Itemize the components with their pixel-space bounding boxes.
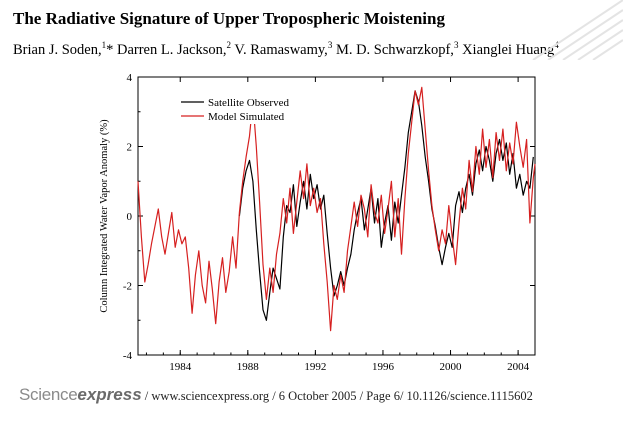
paper-title: The Radiative Signature of Upper Troposp…	[13, 9, 445, 28]
author-list: Brian J. Soden,1* Darren L. Jackson,2 V.…	[13, 40, 559, 59]
y-tick-label: 0	[127, 211, 133, 223]
legend-label-model: Model Simulated	[208, 111, 285, 123]
author-corresponding-mark: *	[106, 41, 114, 58]
science-logo-part1: Science	[19, 385, 78, 404]
x-tick-label: 2000	[440, 361, 463, 373]
legend-label-observed: Satellite Observed	[208, 97, 289, 109]
author-affiliation: 3	[453, 40, 459, 50]
y-tick-label: 4	[127, 72, 133, 84]
footer-citation: / www.sciencexpress.org / 6 October 2005…	[144, 389, 533, 403]
legend-box	[176, 94, 300, 124]
author-name: V. Ramaswamy,	[234, 41, 328, 58]
author-affiliation: 3	[327, 40, 333, 50]
x-tick-label: 1988	[237, 361, 260, 373]
author-name: Darren L. Jackson,	[116, 41, 227, 58]
y-tick-label: -2	[123, 281, 132, 293]
author-affiliation: 1	[101, 40, 107, 50]
author-affiliation: 2	[226, 40, 232, 50]
author-name: Brian J. Soden,	[13, 41, 102, 58]
x-tick-label: 1996	[372, 361, 395, 373]
author-name: Xianglei Huang	[462, 41, 555, 58]
x-tick-label: 2004	[507, 361, 530, 373]
footer: Scienceexpress / www.sciencexpress.org /…	[19, 385, 533, 405]
author-name: M. D. Schwarzkopf,	[335, 41, 454, 58]
x-tick-label: 1992	[304, 361, 326, 373]
science-logo-part2: express	[77, 385, 142, 404]
corner-watermark	[532, 0, 623, 60]
x-tick-label: 1984	[169, 361, 192, 373]
y-tick-label: -4	[123, 350, 133, 362]
series-line-satellite-observed	[238, 90, 534, 321]
y-axis-label: Column Integrated Water Vapor Anomaly (%…	[99, 119, 110, 313]
series-line-model-simulated	[137, 86, 536, 332]
y-tick-label: 2	[127, 142, 133, 154]
